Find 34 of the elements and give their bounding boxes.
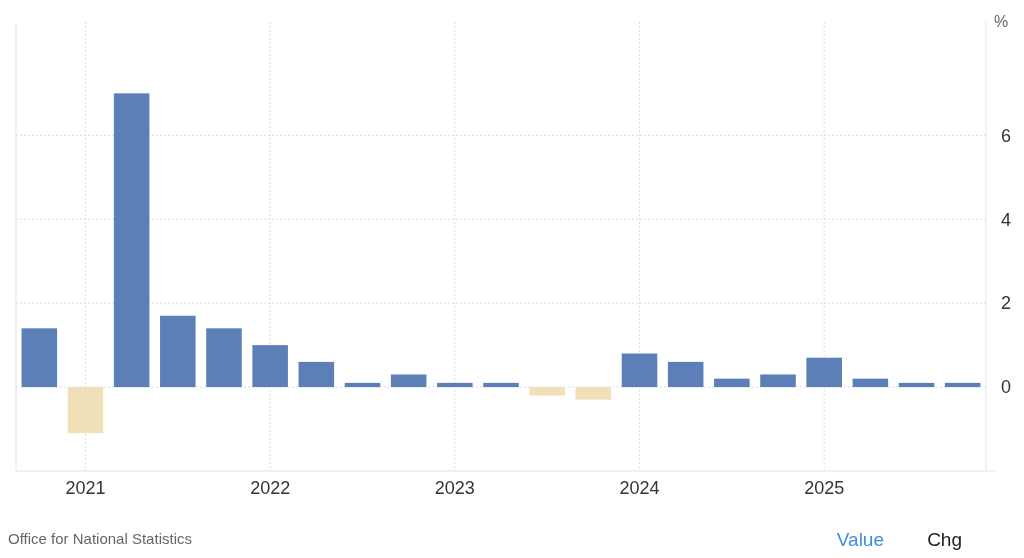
bar: [529, 387, 565, 396]
bar: [575, 387, 612, 400]
bar: [437, 382, 473, 388]
bar: [390, 374, 427, 388]
bar: [483, 382, 519, 388]
bar: [252, 345, 288, 388]
bar: [21, 328, 58, 388]
bar: [160, 315, 196, 388]
y-tick-label: 4: [1000, 209, 1012, 230]
bar: [760, 374, 796, 388]
y-tick-label: 2: [1000, 293, 1012, 314]
text: Office for National Statistics: [8, 530, 192, 547]
text: Value: [836, 529, 884, 550]
bar: [206, 328, 242, 388]
bar: [113, 93, 150, 388]
bar: [944, 382, 981, 388]
bar: [67, 387, 104, 434]
x-tick-label: 2021: [65, 478, 106, 498]
y-axis-title: %: [993, 13, 1009, 30]
x-tick-label: 2025: [804, 478, 845, 498]
bar: [621, 353, 658, 388]
text: Chg: [927, 529, 962, 550]
x-tick-label: 2024: [619, 478, 660, 498]
bar: [714, 378, 750, 388]
bar: [298, 361, 335, 388]
bar: [344, 382, 381, 388]
y-tick-label: 0: [1000, 377, 1012, 398]
x-tick-label: 2023: [434, 478, 475, 498]
y-tick-label: 6: [1000, 125, 1012, 146]
bar: [852, 378, 889, 388]
bar: [898, 382, 935, 388]
bar: [806, 357, 842, 388]
bar: [667, 361, 704, 388]
x-tick-label: 2022: [250, 478, 291, 498]
